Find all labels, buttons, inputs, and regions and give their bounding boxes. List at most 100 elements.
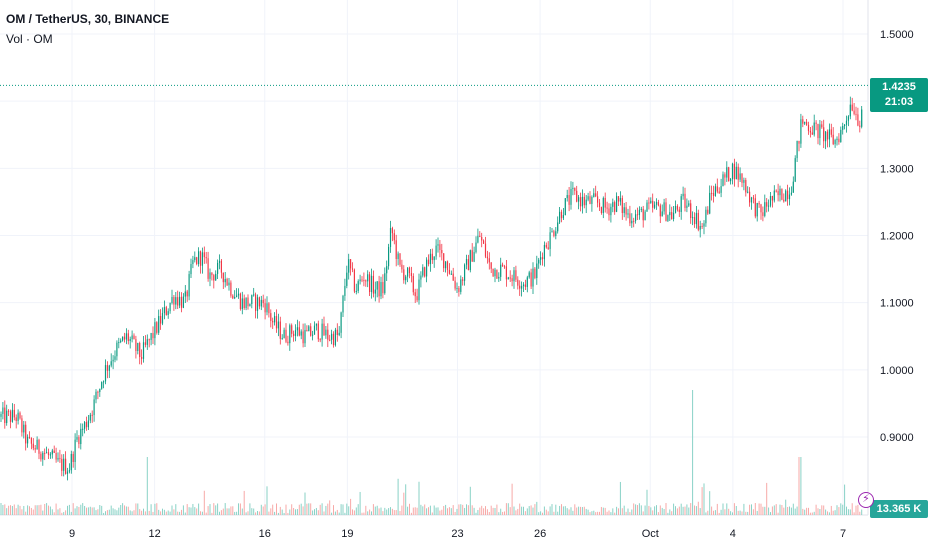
candle-body bbox=[184, 291, 186, 297]
volume-bar bbox=[758, 503, 760, 515]
volume-bar bbox=[834, 510, 836, 515]
candle-body bbox=[123, 336, 126, 340]
candle-body bbox=[686, 205, 688, 208]
candle-body bbox=[116, 342, 118, 357]
volume-bar bbox=[671, 511, 673, 515]
candle-body bbox=[44, 452, 46, 454]
volume-bar bbox=[621, 508, 623, 515]
volume-bar bbox=[523, 506, 524, 515]
candle-body bbox=[682, 193, 684, 197]
candle-body bbox=[294, 330, 297, 336]
volume-bar bbox=[76, 506, 78, 515]
volume-bar bbox=[578, 506, 580, 515]
candle-body bbox=[788, 194, 791, 200]
volume-bar bbox=[707, 510, 709, 515]
volume-bar bbox=[59, 508, 61, 515]
volume-bar bbox=[505, 503, 507, 515]
candle-body bbox=[203, 252, 205, 258]
candle-body bbox=[161, 313, 164, 324]
volume-bar bbox=[659, 505, 661, 515]
candle-body bbox=[87, 420, 89, 428]
volume-bar bbox=[526, 508, 528, 515]
symbol-title[interactable]: OM / TetherUS, 30, BINANCE bbox=[6, 12, 170, 26]
candle-body bbox=[842, 126, 844, 130]
volume-bar bbox=[623, 505, 625, 515]
candle-body bbox=[551, 231, 553, 233]
candle-body bbox=[427, 259, 430, 265]
candle-body bbox=[690, 203, 692, 219]
volume-bar bbox=[348, 506, 350, 515]
volume-bar bbox=[796, 506, 798, 515]
volume-bar bbox=[53, 512, 55, 515]
candle-body bbox=[224, 278, 226, 283]
volume-bar bbox=[133, 510, 135, 515]
candle-body bbox=[315, 323, 317, 326]
candle-body bbox=[646, 202, 648, 212]
volume-bar bbox=[346, 503, 348, 515]
candle-body bbox=[534, 268, 536, 279]
candle-body bbox=[0, 413, 2, 417]
volume-bar bbox=[36, 505, 38, 515]
volume-bar bbox=[828, 512, 830, 515]
candle-body bbox=[112, 359, 114, 362]
volume-bar bbox=[773, 505, 775, 515]
volume-bar bbox=[462, 504, 464, 515]
volume-bar bbox=[542, 512, 543, 515]
candle-body bbox=[589, 196, 591, 204]
volume-bar bbox=[504, 511, 505, 515]
candle-body bbox=[179, 296, 181, 306]
candle-body bbox=[23, 424, 25, 433]
candle-body bbox=[323, 323, 325, 336]
volume-bar bbox=[557, 511, 559, 515]
volume-bar bbox=[63, 512, 65, 515]
volume-bar bbox=[371, 511, 372, 515]
volume-bar bbox=[709, 491, 711, 515]
volume-bar bbox=[678, 506, 680, 515]
volume-bar bbox=[357, 504, 359, 515]
volume-bar bbox=[4, 504, 6, 515]
volume-bar bbox=[811, 512, 813, 515]
volume-bar bbox=[602, 507, 604, 515]
candle-body bbox=[285, 329, 287, 342]
volume-bar bbox=[682, 506, 684, 515]
volume-bar bbox=[226, 508, 228, 515]
volume-bar bbox=[308, 503, 310, 515]
volume-bar bbox=[222, 508, 224, 515]
candle-body bbox=[171, 297, 173, 303]
candle-body bbox=[579, 197, 582, 207]
candle-body bbox=[528, 272, 530, 278]
volume-bar bbox=[139, 509, 141, 515]
candle-body bbox=[790, 192, 792, 195]
volume-bar bbox=[186, 504, 188, 515]
volume-bar bbox=[42, 510, 44, 515]
volume-bar bbox=[614, 512, 616, 515]
candle-body bbox=[794, 158, 796, 182]
candle-body bbox=[348, 259, 350, 273]
volume-bar bbox=[105, 511, 106, 515]
volume-bar bbox=[794, 508, 796, 515]
candle-body bbox=[606, 207, 608, 209]
candle-body bbox=[464, 264, 466, 281]
volume-bar bbox=[266, 486, 268, 515]
candle-body bbox=[144, 342, 146, 345]
candle-body bbox=[671, 212, 673, 220]
candle-body bbox=[676, 205, 678, 210]
lightning-bolt-icon[interactable]: ⚡ bbox=[858, 492, 874, 508]
volume-bar bbox=[743, 503, 745, 515]
candle-body bbox=[441, 250, 443, 254]
candle-body bbox=[287, 341, 289, 344]
volume-bar bbox=[445, 504, 447, 515]
volume-title[interactable]: Vol · OM bbox=[6, 32, 53, 46]
volume-bar bbox=[257, 511, 258, 515]
volume-bar bbox=[751, 504, 752, 515]
candle-body bbox=[819, 124, 821, 139]
volume-bar bbox=[219, 511, 220, 515]
volume-bar bbox=[635, 504, 637, 515]
candle-body bbox=[857, 114, 859, 126]
candle-body bbox=[80, 428, 82, 445]
volume-bar bbox=[2, 505, 4, 515]
candle-body bbox=[4, 407, 6, 424]
volume-bar bbox=[656, 505, 657, 515]
candle-body bbox=[804, 121, 806, 124]
